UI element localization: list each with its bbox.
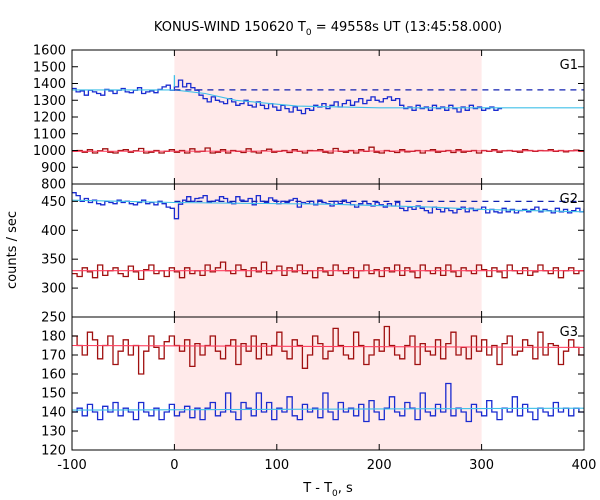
x-axis-label: T - T0, s	[302, 481, 353, 499]
y-tick-label: 170	[41, 349, 66, 364]
panel-g3: 120 130 140 150 160 170 180 G3	[41, 316, 585, 459]
y-tick-label: 450	[41, 195, 66, 210]
x-tick-label: 200	[367, 458, 392, 473]
y-tick-label: 150	[41, 387, 66, 402]
y-tick-label: 1000	[33, 144, 66, 159]
x-tick-label: 400	[572, 458, 597, 473]
fit-cyan-g1	[72, 89, 584, 109]
panel-g1-data	[72, 75, 584, 154]
y-tick-label: 400	[41, 224, 66, 239]
x-tick-label: -100	[57, 458, 87, 473]
series-blue-g1	[72, 79, 503, 115]
y-tick-label: 1400	[33, 77, 66, 92]
fit-cyan-g3	[72, 407, 584, 411]
y-tick-label: 1200	[33, 111, 66, 126]
y-tick-label: 120	[41, 444, 66, 459]
highlight-interval	[174, 50, 482, 450]
y-tick-label: 250	[41, 311, 66, 326]
y-tick-label: 1600	[33, 44, 66, 59]
y-tick-label: 160	[41, 368, 66, 383]
y-tick-label: 180	[41, 330, 66, 345]
panel-g3-data	[72, 325, 584, 423]
panel-label: G1	[560, 58, 578, 73]
y-tick-label: 1500	[33, 60, 66, 75]
plot-area: 8009001000110012001300140015001600G12503…	[33, 44, 597, 474]
y-tick-label: 140	[41, 406, 66, 421]
fit-cyan-g2	[72, 199, 584, 213]
y-tick-label: 130	[41, 425, 66, 440]
fit-pink-g3	[72, 344, 584, 348]
x-tick-label: 300	[469, 458, 494, 473]
y-tick-label: 800	[41, 178, 66, 193]
panel-label: G3	[560, 325, 578, 340]
chart-title: KONUS-WIND 150620 T0 = 49558s UT (13:45:…	[154, 20, 502, 38]
panel-label: G2	[560, 192, 578, 207]
x-tick-label: 0	[170, 458, 178, 473]
x-tick-label: 100	[264, 458, 289, 473]
panel-frame-g3	[71, 316, 585, 451]
y-tick-label: 300	[41, 282, 66, 297]
y-tick-label: 350	[41, 253, 66, 268]
fit-pink-g1	[72, 150, 584, 152]
panel-g2-data	[72, 192, 584, 281]
y-tick-label: 1100	[33, 127, 66, 142]
y-tick-label: 900	[41, 161, 66, 176]
series-red-g3	[72, 325, 584, 375]
y-axis-label: counts / sec	[5, 211, 20, 289]
y-tick-label: 1300	[33, 94, 66, 109]
